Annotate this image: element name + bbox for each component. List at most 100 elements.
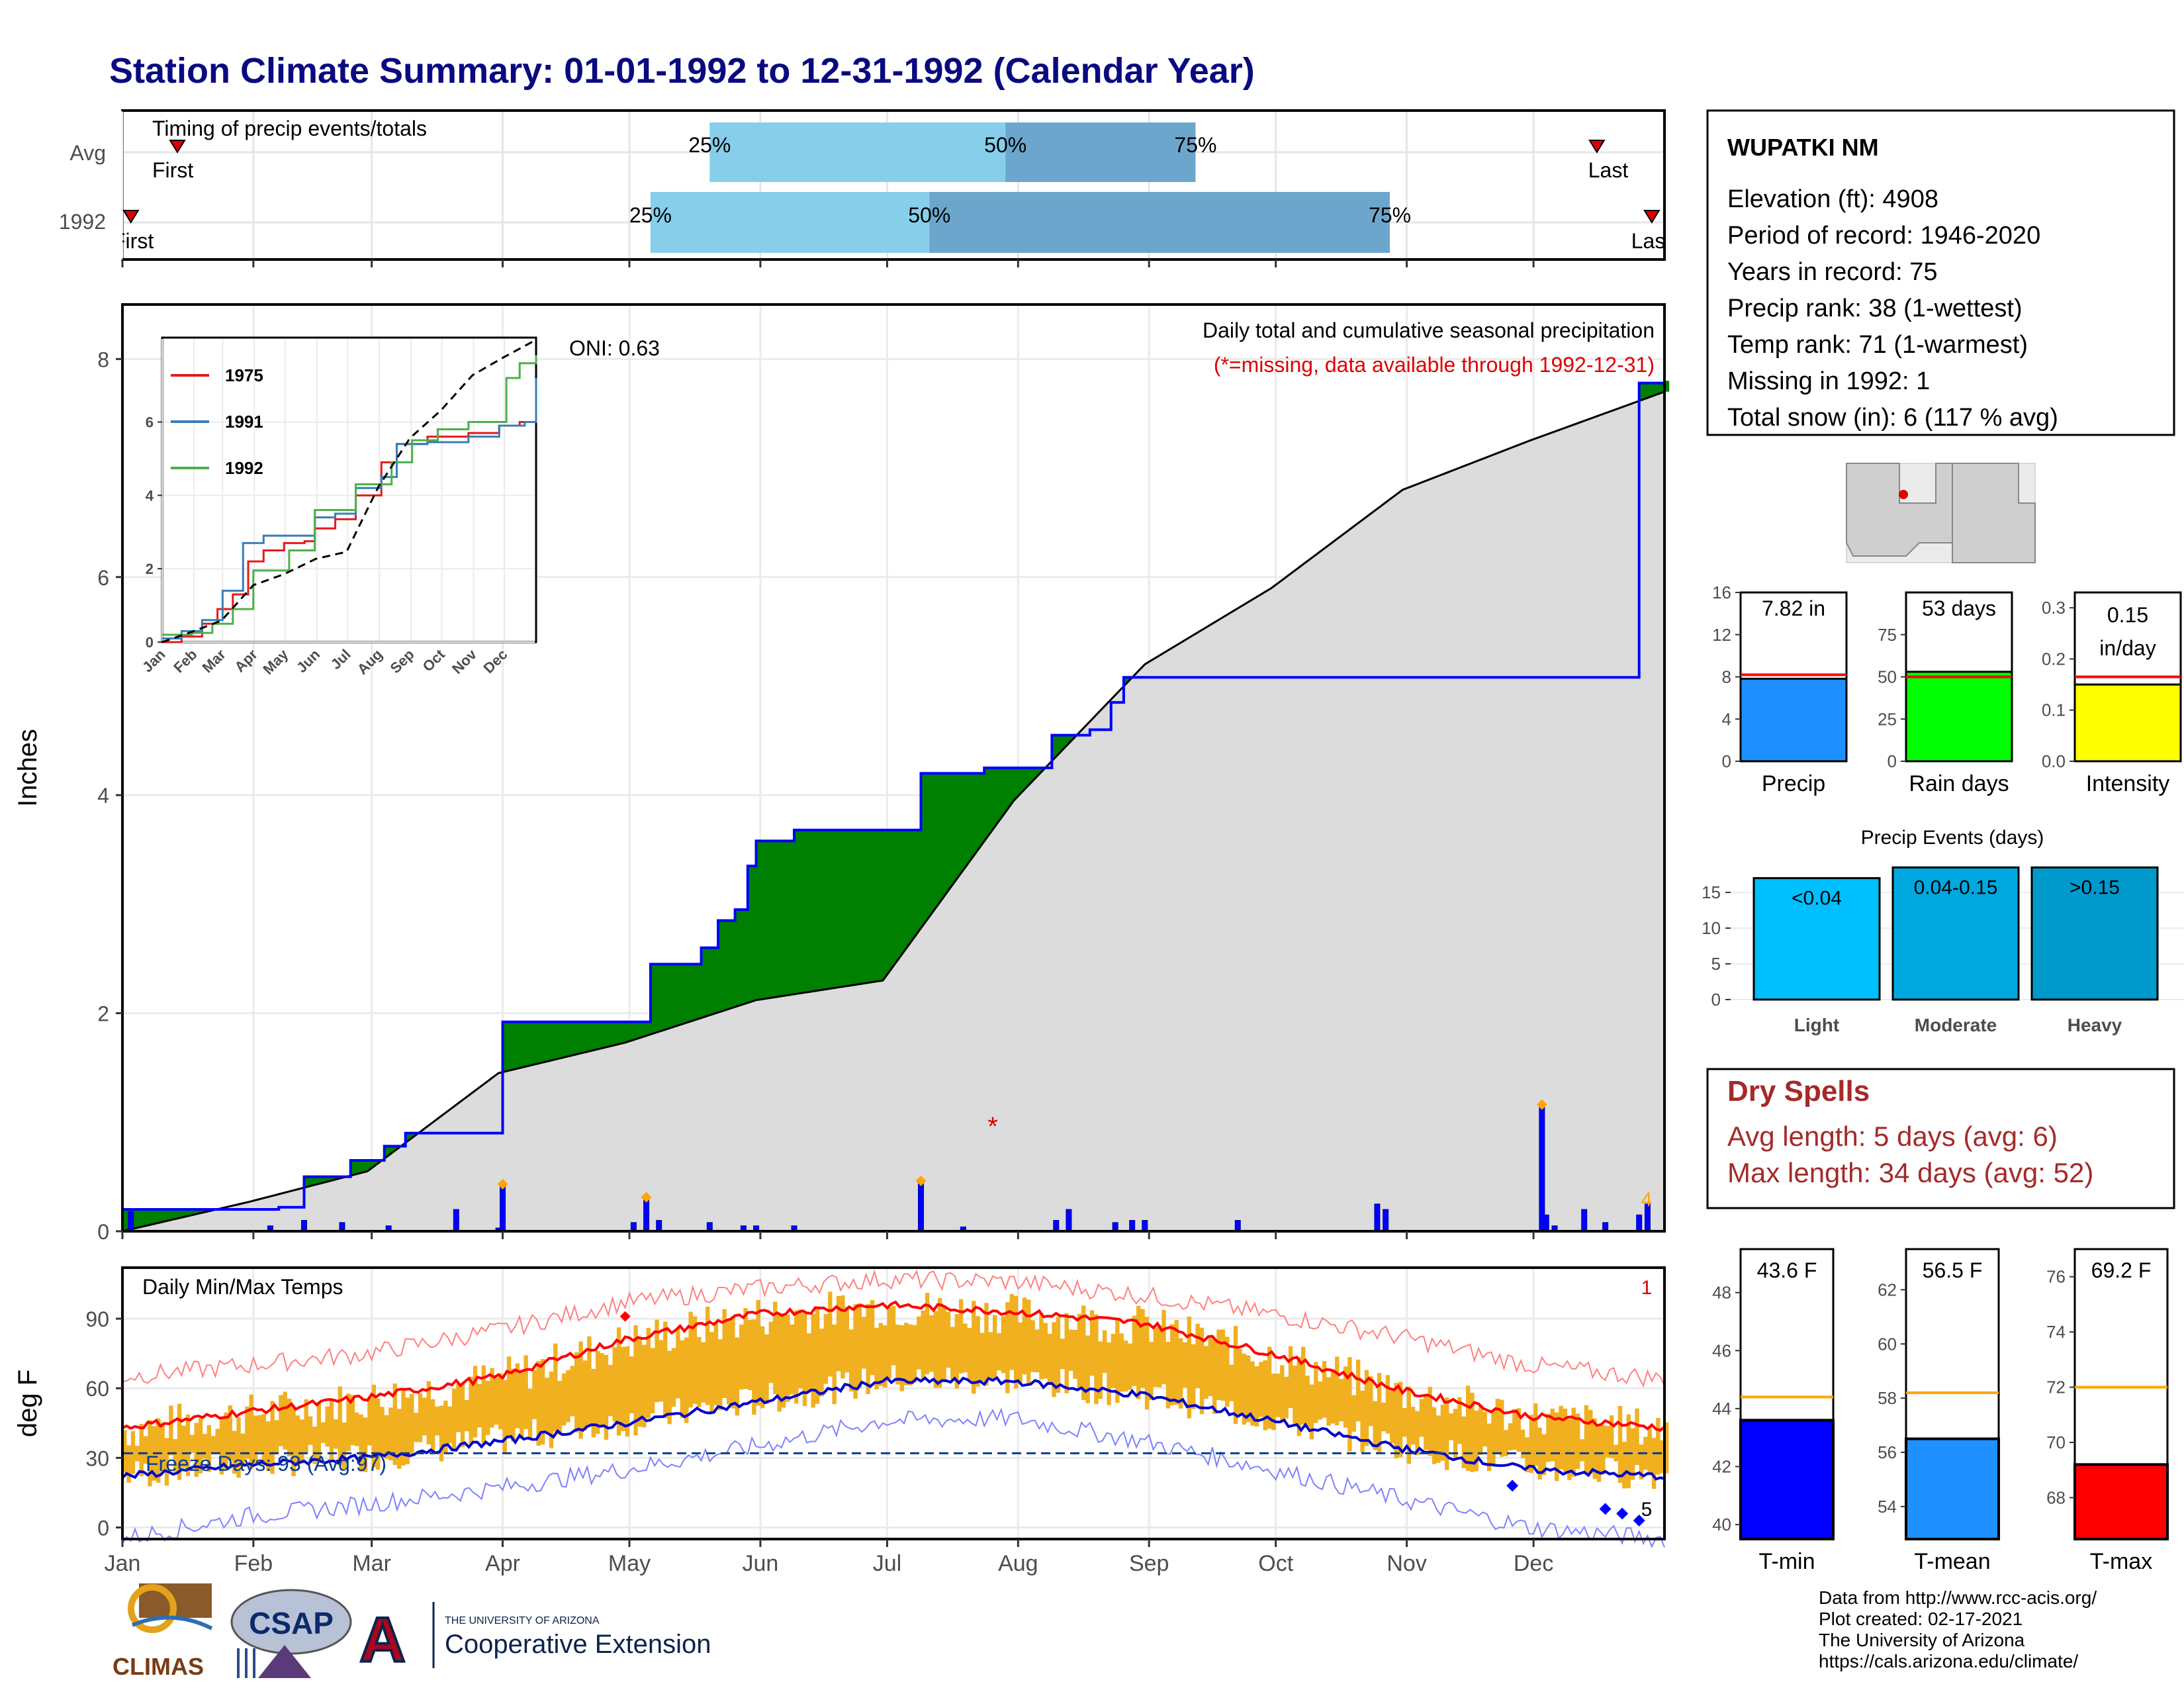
month-label: Feb [234, 1551, 273, 1576]
avg-max-line [122, 1300, 1666, 1432]
inset-series-line [162, 377, 537, 639]
timing-marker [169, 140, 186, 154]
temp-bar-category: T-mean [1914, 1549, 1990, 1574]
inset-average-line [161, 339, 537, 643]
precip-subtitle: Daily total and cumulative seasonal prec… [1203, 318, 1655, 342]
temp-ytick-label: 60 [85, 1377, 109, 1401]
timing-p50-label: 50% [908, 203, 950, 227]
mini-bar-value-label: 0.15 [2107, 603, 2148, 627]
record-low-marker [1616, 1507, 1629, 1520]
mini-bar-ytick-label: 0.1 [2042, 700, 2066, 720]
mini-bar-ytick-label: 0.0 [2042, 751, 2066, 771]
mini-bar-ytick-label: 8 [1722, 667, 1731, 687]
inset-legend-label: 1991 [225, 412, 263, 432]
mini-bar-category: Precip [1762, 771, 1825, 796]
month-label: Jul [873, 1551, 901, 1576]
precip-events-category: Moderate [1915, 1015, 1997, 1035]
daily-precip-bar [643, 1198, 650, 1232]
csap-text: CSAP [249, 1606, 334, 1640]
daily-precip-marker [641, 1192, 652, 1203]
timing-p75-label: 75% [1174, 133, 1216, 157]
month-label: Jun [743, 1551, 779, 1576]
month-label: Nov [1387, 1551, 1426, 1576]
mini-bar-ytick-label: 0 [1888, 751, 1897, 771]
mini-bar-value [1739, 677, 1848, 763]
temp-bar-ytick-label: 46 [1712, 1340, 1731, 1360]
temp-ytick-label: 90 [85, 1307, 109, 1331]
record-min-line [122, 1407, 1665, 1548]
temp-ytick-label: 30 [85, 1446, 109, 1470]
missing-note: (*=missing, data available through 1992-… [1214, 353, 1655, 377]
mini-bar-ytick-label: 50 [1878, 667, 1897, 687]
avg-first-label: First [152, 158, 193, 182]
station-line-1: Elevation (ft): 4908 [1727, 185, 1938, 213]
temp-bar-ytick-label: 74 [2046, 1322, 2066, 1342]
footer-line-3: The University of Arizona [1819, 1630, 2025, 1650]
precip-events-chart: Precip Events (days) 0 5 10 15 <0.04 Light 0.04… [1702, 827, 2184, 1035]
temp-bar-category: T-max [2090, 1549, 2152, 1574]
temp-panel: 0 30 60 90 Daily Min/Max Temps Freeze Days:… [13, 1266, 1669, 1576]
timing-marker [1643, 210, 1661, 224]
precip-events-ytick-label: 0 [1711, 990, 1721, 1009]
inset-frame [161, 336, 537, 643]
station-line-6: Missing in 1992: 1 [1727, 367, 1930, 395]
temp-count-top: 1 [1641, 1277, 1653, 1299]
precip-events-ytick-label: 10 [1702, 918, 1721, 938]
precip-events-bar [2030, 866, 2159, 1001]
daily-precip-bar [128, 1211, 134, 1232]
daily-precip-bar [1383, 1209, 1389, 1232]
timing-p25-label: 25% [629, 203, 672, 227]
daily-precip-bar [1543, 1214, 1549, 1232]
precip-ylabel: Inches [13, 729, 42, 807]
temp-bar-ytick-label: 54 [1878, 1497, 1897, 1517]
inset-series-line [162, 385, 537, 643]
inset-ytick-label: 6 [146, 414, 154, 430]
footer-line-4: https://cals.arizona.edu/climate/ [1819, 1651, 2078, 1671]
temp-bar-ytick-label: 68 [2046, 1487, 2066, 1507]
temp-bar-ytick-label: 48 [1712, 1283, 1731, 1303]
temp-bar-ytick-label: 60 [1878, 1334, 1897, 1354]
timing-marker [1588, 140, 1606, 154]
avg-last-label: Last [1588, 158, 1629, 182]
precip-observed-line [122, 381, 1666, 1211]
precip-ytick-label: 4 [97, 784, 109, 808]
mini-bar-ytick-label: 0.2 [2042, 649, 2066, 669]
ua-logo-letter: A [359, 1605, 405, 1675]
temp-subtitle: Daily Min/Max Temps [142, 1275, 343, 1299]
inset-ytick-label: 0 [146, 634, 154, 651]
precip-events-category: Heavy [2068, 1015, 2122, 1035]
inset-series-line [162, 355, 537, 636]
missing-marker: * [987, 1112, 998, 1141]
page-title: Station Climate Summary: 01-01-1992 to 1… [109, 51, 1255, 91]
mini-bar-value [2073, 683, 2182, 763]
mini-bar-ytick-label: 75 [1878, 625, 1897, 645]
daily-precip-bar [656, 1220, 662, 1232]
daily-precip-bar [500, 1185, 506, 1232]
timing-box-q1 [709, 122, 1006, 182]
precip-frame [121, 303, 1666, 1233]
timing-panel: Timing of precip events/totals Avg 1992 … [0, 109, 1692, 261]
locator-map [1846, 463, 2036, 563]
timing-box-q2 [929, 192, 1390, 253]
station-line-4: Precip rank: 38 (1-wettest) [1727, 295, 2023, 322]
temp-bar-value [2073, 1463, 2169, 1540]
mini-bar-ytick-label: 25 [1878, 709, 1897, 729]
temp-bar-ytick-label: 44 [1712, 1399, 1731, 1419]
temp-ylabel: deg F [13, 1370, 42, 1437]
mini-bar-category: Intensity [2086, 771, 2170, 796]
temp-count-bottom: 5 [1641, 1499, 1653, 1521]
mini-bar-ytick-label: 0 [1722, 751, 1731, 771]
daily-temp-range-bars [122, 1291, 1669, 1489]
timing-p50-label: 50% [984, 133, 1026, 157]
daily-precip-bar [1053, 1220, 1060, 1232]
footer-line-1: Data from http://www.rcc-acis.org/ [1819, 1587, 2097, 1608]
mini-bar-category: Rain days [1909, 771, 2009, 796]
mini-bar-ytick-label: 0.3 [2042, 598, 2066, 618]
daily-precip-bar [1374, 1203, 1381, 1232]
temp-bar-ytick-label: 72 [2046, 1378, 2066, 1397]
dry-spells-title: Dry Spells [1727, 1075, 1870, 1107]
oni-label: ONI: 0.63 [569, 336, 660, 360]
precip-ytick-label: 6 [97, 566, 109, 590]
temp-frame [121, 1266, 1666, 1540]
